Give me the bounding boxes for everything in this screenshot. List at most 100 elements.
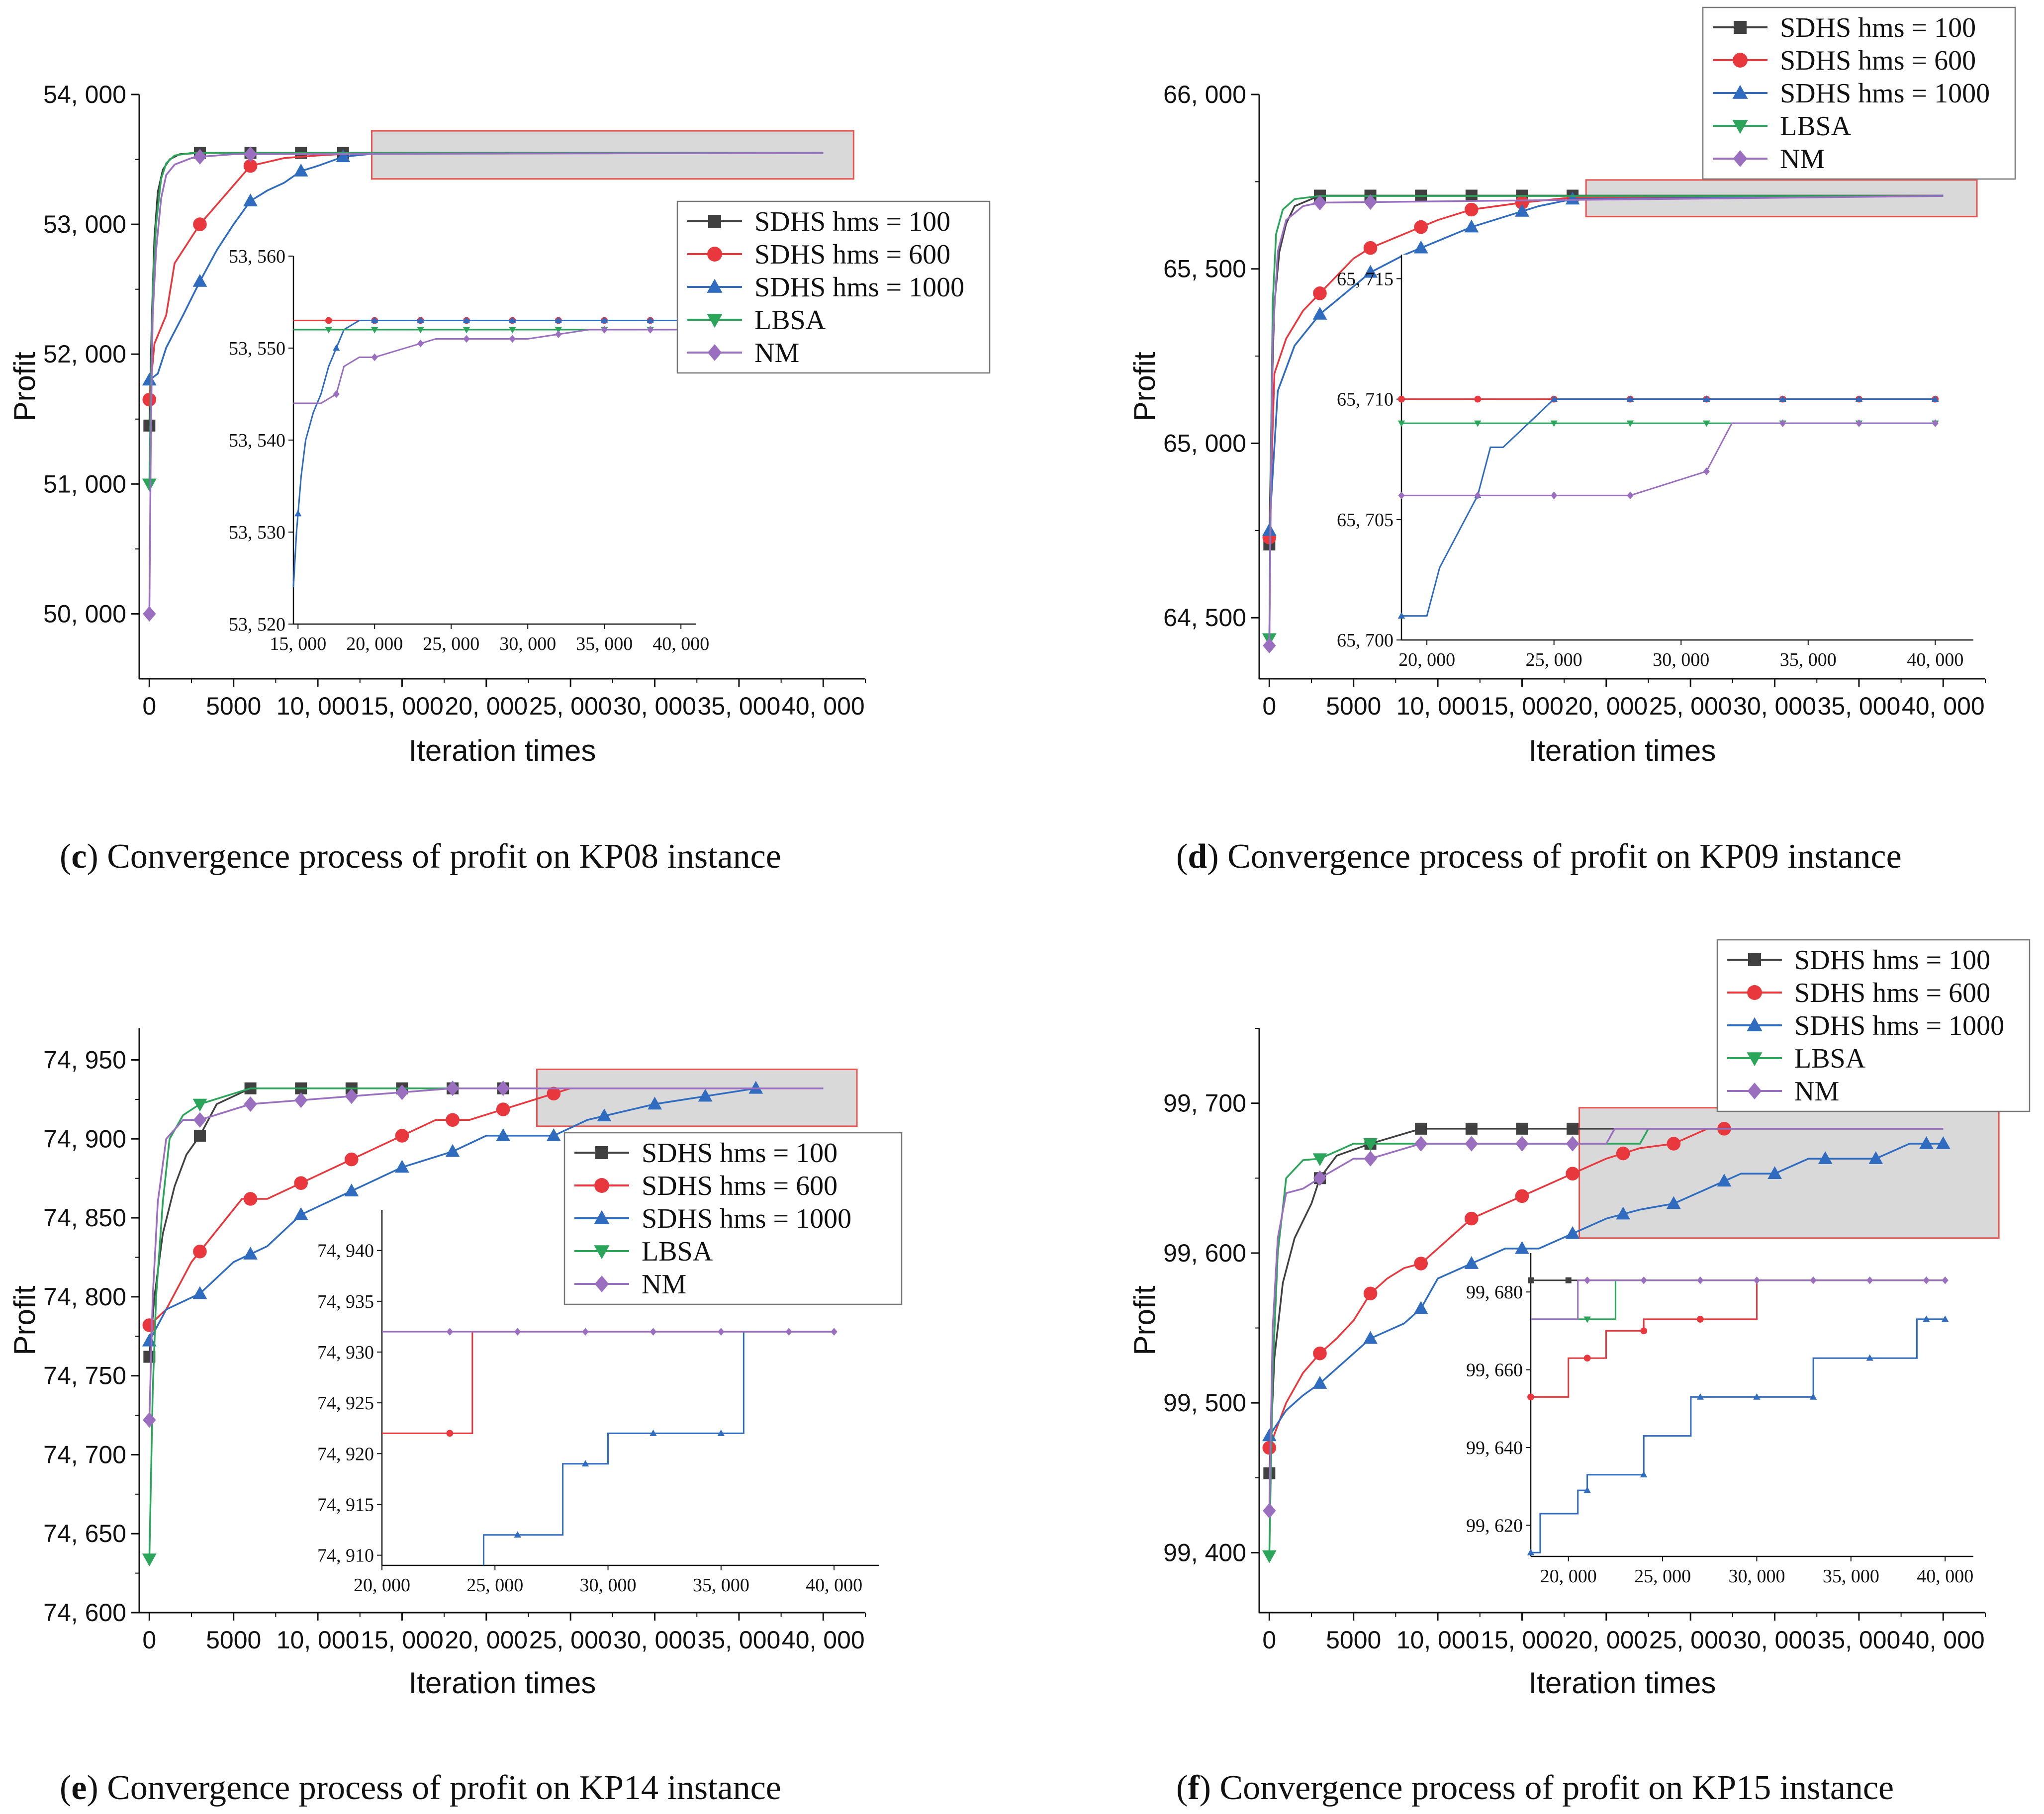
- panel-d-inset-marker-sdhs-hms-1000: [1397, 612, 1405, 619]
- panel-c-inset-x-tick-label: 40, 000: [652, 634, 709, 654]
- panel-d-inset-marker-sdhs-hms-600: [1398, 395, 1405, 403]
- panel-e-x-tick-label: 5000: [206, 1626, 261, 1654]
- panel-f-inset-x-tick-label: 20, 000: [1540, 1566, 1597, 1587]
- panel-d-marker-sdhs-hms-1000: [1312, 306, 1327, 320]
- panel-c-inset-marker-sdhs-hms-1000: [333, 344, 340, 351]
- panel-e-marker-nm: [345, 1088, 359, 1104]
- panel-d-marker-sdhs-hms-600: [1465, 202, 1479, 217]
- panel-f-inset-x-tick-label: 40, 000: [1917, 1566, 1973, 1587]
- panel-c-y-axis-label: Profit: [8, 352, 41, 421]
- panel-f-inset-y-tick-label: 99, 620: [1466, 1515, 1523, 1536]
- panel-e-marker-sdhs-hms-1000: [445, 1144, 460, 1157]
- panel-d-inset-marker-lbsa: [1397, 420, 1405, 427]
- panel-e-marker-nm: [244, 1096, 257, 1112]
- panel-c-y-tick-label: 52, 000: [43, 340, 126, 368]
- panel-f-highlight-box: [1579, 1107, 2000, 1239]
- panel-c-inset-y-tick-label: 53, 560: [229, 246, 285, 267]
- panel-d-x-tick-label: 20, 000: [1565, 692, 1648, 720]
- panel-f-marker-nm: [1465, 1136, 1479, 1152]
- panel-d-marker-sdhs-hms-600: [1414, 220, 1428, 234]
- panel-f-marker-sdhs-hms-100: [1516, 1122, 1528, 1135]
- panel-f-inset-marker-sdhs-hms-1000: [1866, 1354, 1873, 1361]
- panel-c-inset-marker-sdhs-hms-1000: [463, 317, 470, 323]
- panel-e-legend-label-lbsa: LBSA: [642, 1236, 713, 1267]
- caption-f: (f) Convergence process of profit on KP1…: [1176, 1769, 1894, 1807]
- panel-d-marker-sdhs-hms-600: [1363, 241, 1378, 255]
- panel-f-inset-x-tick-label: 30, 000: [1728, 1566, 1785, 1587]
- panel-f-marker-sdhs-hms-1000: [1666, 1196, 1681, 1209]
- panel-f-x-tick-label: 15, 000: [1481, 1626, 1564, 1654]
- panel-d-marker-sdhs-hms-600: [1515, 195, 1529, 210]
- panel-e-marker-sdhs-hms-1000: [648, 1096, 662, 1110]
- panel-e-inset-marker-sdhs-hms-1000: [650, 1429, 657, 1436]
- panel-e-x-tick-label: 40, 000: [782, 1626, 865, 1654]
- panel-e-inset-marker-nm: [718, 1328, 725, 1336]
- panel-d-inset-marker-nm: [1627, 491, 1634, 500]
- panel-c-inset-y-tick-label: 53, 520: [229, 614, 285, 635]
- panel-c-legend-label-sdhs-hms-100: SDHS hms = 100: [754, 206, 950, 237]
- panel-e-marker-sdhs-hms-1000: [293, 1207, 308, 1220]
- panel-e-inset-x-tick-label: 25, 000: [466, 1575, 523, 1596]
- panel-f-inset-marker-sdhs-hms-1000: [1583, 1486, 1591, 1493]
- panel-c-inset-x-tick-label: 30, 000: [499, 634, 556, 654]
- panel-f-inset-marker-sdhs-hms-600: [1696, 1316, 1704, 1323]
- panel-d-inset-x-tick-label: 30, 000: [1653, 649, 1709, 670]
- panel-c-marker-sdhs-hms-100: [143, 419, 156, 432]
- panel-c-legend-label-lbsa: LBSA: [754, 305, 826, 336]
- panel-e-marker-nm: [446, 1081, 460, 1096]
- panel-c-x-tick-label: 30, 000: [613, 692, 696, 720]
- panel-e-inset-y-tick-label: 74, 940: [317, 1241, 374, 1262]
- panel-e-legend-label-sdhs-hms-600: SDHS hms = 600: [642, 1171, 837, 1201]
- panel-e-marker-sdhs-hms-600: [446, 1113, 460, 1127]
- panel-c-inset-y-tick-label: 53, 540: [229, 430, 285, 451]
- panel-d-x-tick-label: 40, 000: [1902, 692, 1985, 720]
- panel-e-x-tick-label: 25, 000: [529, 1626, 612, 1654]
- panel-f-inset-marker-lbsa: [1583, 1316, 1591, 1323]
- panel-c-legend-marker-nm: [707, 344, 722, 361]
- panel-d-inset-y-tick-label: 65, 705: [1337, 510, 1394, 531]
- panel-e-marker-sdhs-hms-1000: [698, 1088, 713, 1102]
- panel-f-y-tick-label: 99, 400: [1163, 1539, 1246, 1566]
- panel-e-inset-marker-nm: [650, 1328, 657, 1336]
- panel-d-marker-nm: [1263, 637, 1276, 653]
- panel-d-inset-x-tick-label: 40, 000: [1907, 649, 1963, 670]
- panel-e-marker-nm: [193, 1112, 207, 1128]
- panel-e-inset-x-tick-label: 20, 000: [354, 1575, 410, 1596]
- panel-f-marker-sdhs-hms-1000: [1616, 1206, 1631, 1220]
- panel-e-inset-marker-nm: [514, 1328, 521, 1336]
- panel-d-inset-marker-nm: [1398, 491, 1405, 500]
- panel-e-series-nm: [148, 1087, 824, 1420]
- panel-d-series-sdhs-hms-600: [1268, 194, 1944, 538]
- panel-f-inset-marker-sdhs-hms-1000: [1809, 1393, 1817, 1400]
- panel-c-inset-marker-sdhs-hms-1000: [601, 317, 608, 323]
- panel-e-marker-lbsa: [142, 1553, 157, 1567]
- panel-d-inset-marker-sdhs-hms-600: [1474, 395, 1482, 403]
- panel-f-x-tick-label: 25, 000: [1649, 1626, 1732, 1654]
- panel-f-y-tick-label: 99, 600: [1163, 1239, 1246, 1267]
- panel-d-inset-marker-sdhs-hms-1000: [1626, 395, 1634, 402]
- panel-f-inset-marker-sdhs-hms-100: [1528, 1277, 1534, 1283]
- panel-e-inset-marker-sdhs-hms-600: [446, 1430, 454, 1437]
- panel-e-inset-x-tick-label: 35, 000: [693, 1575, 749, 1596]
- panel-e-inset-y-tick-label: 74, 935: [317, 1291, 374, 1312]
- panel-c-inset-marker-lbsa: [509, 327, 516, 334]
- panel-d-legend-marker-sdhs-hms-1000: [1732, 85, 1748, 99]
- panel-f-marker-nm: [1263, 1503, 1276, 1519]
- panel-f-marker-lbsa: [1262, 1550, 1277, 1563]
- panel-e-y-tick-label: 74, 950: [43, 1046, 126, 1074]
- panel-d-inset-marker-nm: [1932, 419, 1939, 427]
- panel-c-y-tick-label: 50, 000: [43, 600, 126, 628]
- panel-c-x-tick-label: 25, 000: [529, 692, 612, 720]
- panel-d-inset: 65, 700 65, 705 65, 710 65, 715 20, 000 25, 0…: [1337, 255, 1973, 670]
- panel-d-x-tick-label: 25, 000: [1649, 692, 1732, 720]
- panel-e-x-tick-label: 35, 000: [698, 1626, 781, 1654]
- panel-f-inset-marker-nm: [1697, 1276, 1704, 1284]
- panel-f-marker-sdhs-hms-600: [1667, 1137, 1681, 1151]
- caption-c: (c) Convergence process of profit on KP0…: [60, 837, 781, 876]
- panel-f-marker-sdhs-hms-600: [1566, 1167, 1579, 1181]
- panel-e-y-tick-label: 74, 800: [43, 1283, 126, 1311]
- panel-c-inset-marker-nm: [555, 330, 562, 339]
- panel-e-legend-label-sdhs-hms-1000: SDHS hms = 1000: [642, 1203, 851, 1234]
- panel-d-inset-marker-nm: [1551, 491, 1558, 500]
